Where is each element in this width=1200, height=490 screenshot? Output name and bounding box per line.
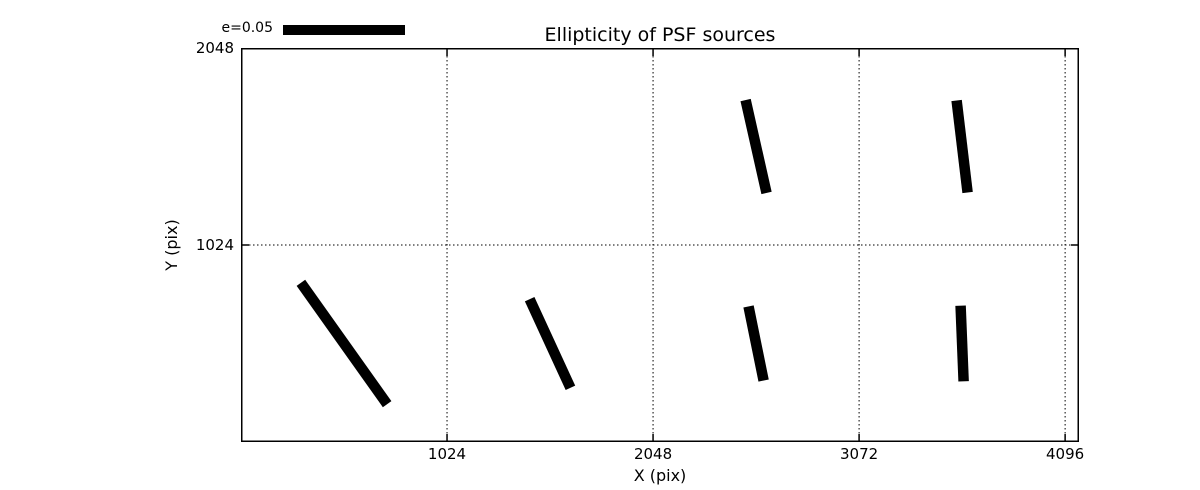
legend-scale-bar-icon — [283, 25, 405, 35]
psf-ellipticity-whisker — [524, 296, 576, 391]
x-axis-label: X (pix) — [633, 466, 687, 485]
psf-ellipticity-whisker — [955, 305, 969, 382]
psf-ellipticity-whisker — [740, 98, 772, 195]
x-tick-label: 3072 — [839, 445, 879, 463]
axes-border — [241, 48, 1079, 442]
chart-title: Ellipticity of PSF sources — [544, 24, 776, 46]
y-tick-label: 2048 — [195, 39, 234, 57]
y-tick-label: 1024 — [195, 236, 234, 254]
x-tick-label: 1024 — [427, 445, 467, 463]
psf-ellipticity-whisker — [951, 99, 973, 194]
x-tick-label: 4096 — [1046, 445, 1085, 463]
plot-area — [241, 48, 1079, 442]
psf-ellipticity-whisker — [296, 279, 392, 408]
legend-label: e=0.05 — [221, 20, 273, 36]
x-tick-label: 2048 — [633, 445, 673, 463]
plot-canvas — [241, 48, 1079, 442]
psf-ellipticity-whisker — [743, 305, 769, 382]
